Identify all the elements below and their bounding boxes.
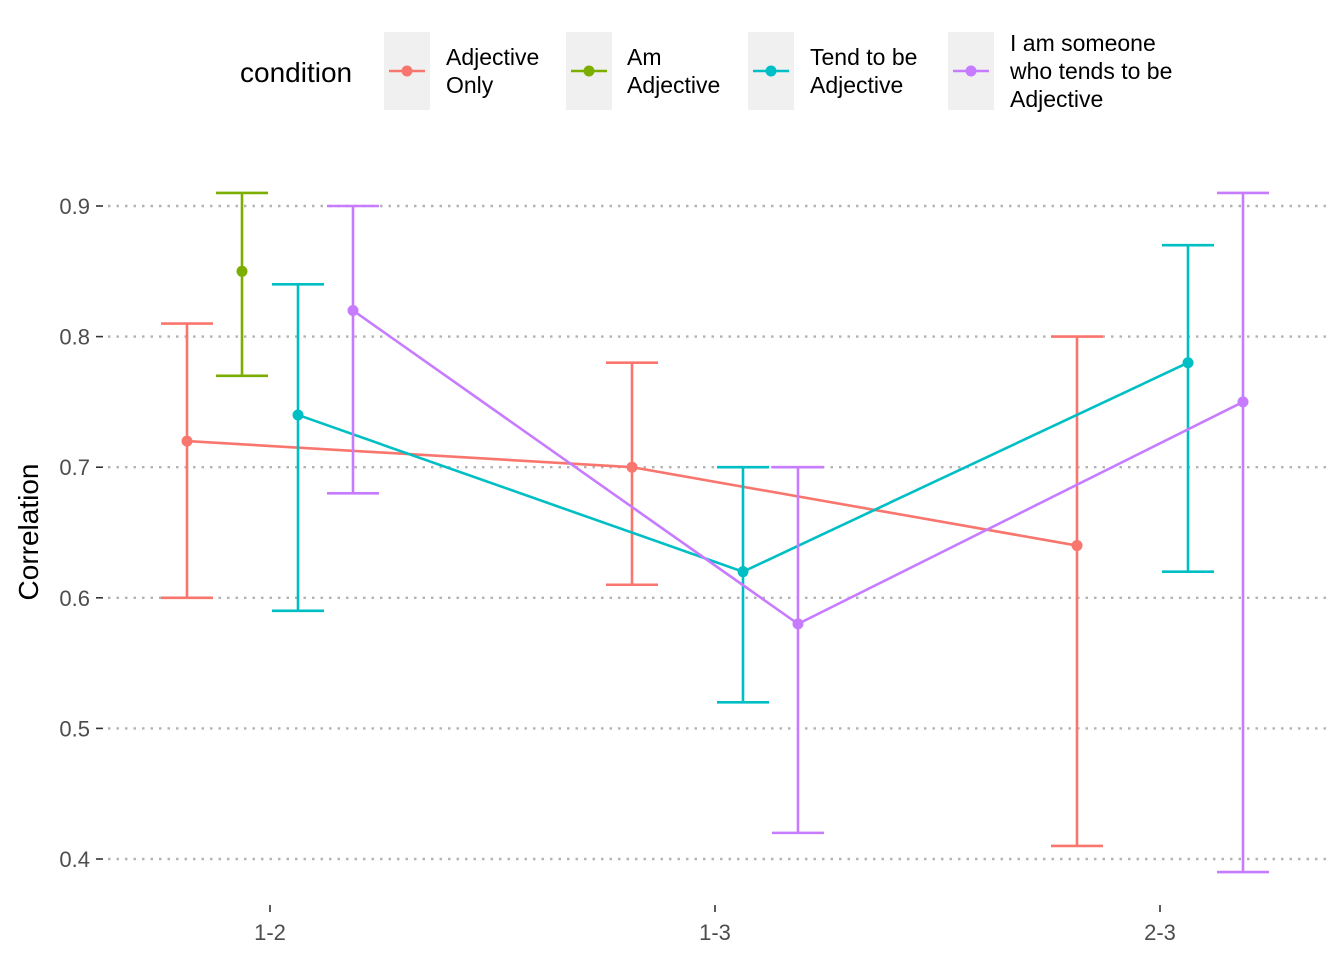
y-tick-label: 0.4 [59, 847, 90, 872]
legend-label: Tend to be Adjective [810, 44, 917, 98]
x-tick-label: 2-3 [1144, 920, 1176, 945]
data-point [1182, 357, 1194, 369]
legend-item-3: I am someone who tends to be Adjective [948, 30, 1172, 112]
data-point [1071, 540, 1083, 552]
series-3 [327, 191, 1269, 874]
data-point [181, 435, 193, 447]
y-tick-label: 0.5 [59, 716, 90, 741]
y-axis-title: Correlation [13, 464, 44, 601]
x-tick-label: 1-2 [254, 920, 286, 945]
y-tick-label: 0.9 [59, 194, 90, 219]
legend-key-point [765, 65, 777, 77]
legend-key-point [583, 65, 595, 77]
plot-series [161, 191, 1269, 874]
legend-item-0: Adjective Only [384, 32, 539, 110]
series-0 [161, 322, 1103, 848]
data-point [292, 409, 304, 421]
legend-label: Adjective Only [446, 44, 539, 98]
y-tick-label: 0.8 [59, 325, 90, 350]
data-point [792, 618, 804, 630]
legend-key-point [965, 65, 977, 77]
legend-item-1: Am Adjective [566, 32, 720, 110]
legend-title: condition [240, 57, 352, 88]
data-point [236, 265, 248, 277]
y-tick-label: 0.6 [59, 586, 90, 611]
data-point [737, 566, 749, 578]
x-tick-label: 1-3 [699, 920, 731, 945]
legend-key-point [401, 65, 413, 77]
x-axis: 1-2 1-3 2-3 [254, 905, 1176, 945]
data-point [626, 461, 638, 473]
grid [108, 204, 1330, 861]
legend-item-2: Tend to be Adjective [748, 32, 917, 110]
series-1 [216, 191, 268, 378]
legend: condition Adjective Only Am Adjective Tend t… [240, 30, 1172, 112]
data-point [347, 304, 359, 316]
y-tick-label: 0.7 [59, 455, 90, 480]
y-axis: 0.4 0.5 0.6 0.7 0.8 0.9 [59, 194, 103, 872]
series-2 [272, 243, 1214, 704]
data-point [1237, 396, 1249, 408]
legend-label: I am someone who tends to be Adjective [1009, 30, 1172, 112]
legend-label: Am Adjective [627, 44, 720, 98]
